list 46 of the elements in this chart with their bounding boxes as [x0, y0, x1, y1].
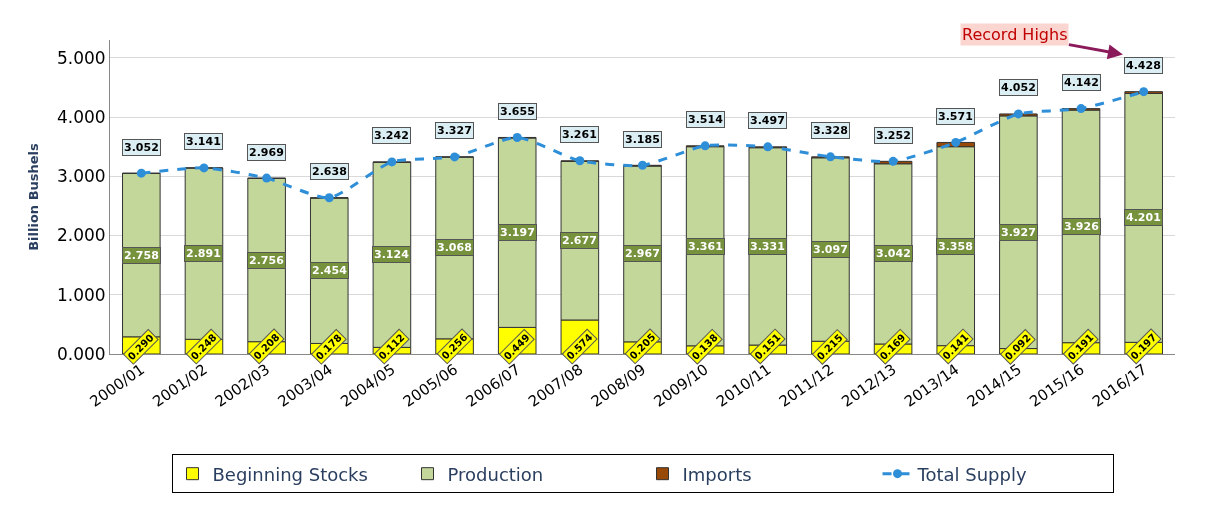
legend-label: Production — [447, 463, 544, 485]
data-label: 3.655 — [500, 105, 535, 118]
data-label: 3.514 — [688, 113, 724, 126]
data-label: 3.042 — [876, 247, 911, 260]
data-label: 3.361 — [688, 240, 723, 253]
data-label: 3.261 — [562, 128, 597, 141]
data-label: 3.926 — [1064, 220, 1100, 233]
data-label: 3.242 — [374, 129, 409, 142]
data-label: 3.358 — [938, 240, 973, 253]
y-axis-title: Billion Bushels — [25, 142, 41, 251]
data-label: 3.097 — [813, 243, 848, 256]
data-label: 3.497 — [750, 114, 785, 127]
data-label: 3.327 — [437, 124, 472, 137]
y-tick-label: 4.000 — [56, 106, 106, 127]
data-label: 4.201 — [1126, 211, 1161, 224]
y-tick-label: 1.000 — [56, 284, 106, 305]
data-label: 4.052 — [1001, 81, 1036, 94]
data-label: 3.068 — [437, 241, 472, 254]
data-label: 3.328 — [813, 124, 848, 137]
data-label: 2.969 — [249, 146, 284, 159]
legend-label: Imports — [682, 463, 752, 485]
data-label: 3.197 — [500, 226, 535, 239]
data-label: 3.252 — [876, 129, 911, 142]
data-label: 3.927 — [1001, 226, 1036, 239]
data-label: 3.052 — [124, 141, 159, 154]
data-label: 2.891 — [186, 247, 221, 260]
data-label: 2.967 — [625, 247, 660, 260]
y-tick-label: 5.000 — [56, 47, 106, 68]
data-label: 2.758 — [124, 249, 159, 262]
data-label: 3.571 — [938, 110, 973, 123]
y-tick-label: 3.000 — [56, 166, 106, 187]
data-label: 2.454 — [312, 264, 348, 277]
data-label: 2.677 — [562, 234, 597, 247]
legend-label: Beginning Stocks — [212, 463, 368, 485]
legend-label: Total Supply — [916, 463, 1027, 485]
data-label: 2.756 — [249, 254, 285, 267]
data-label: 2.638 — [312, 165, 347, 178]
data-label: 3.124 — [374, 248, 410, 261]
data-label: 3.331 — [750, 240, 785, 253]
data-label: 4.428 — [1126, 59, 1161, 72]
data-label: 3.185 — [625, 133, 660, 146]
y-tick-label: 0.000 — [56, 343, 106, 364]
annotation: Record Highs — [962, 25, 1068, 44]
data-label: 4.142 — [1064, 76, 1099, 89]
y-tick-label: 2.000 — [56, 225, 106, 246]
data-label: 3.141 — [186, 135, 221, 148]
